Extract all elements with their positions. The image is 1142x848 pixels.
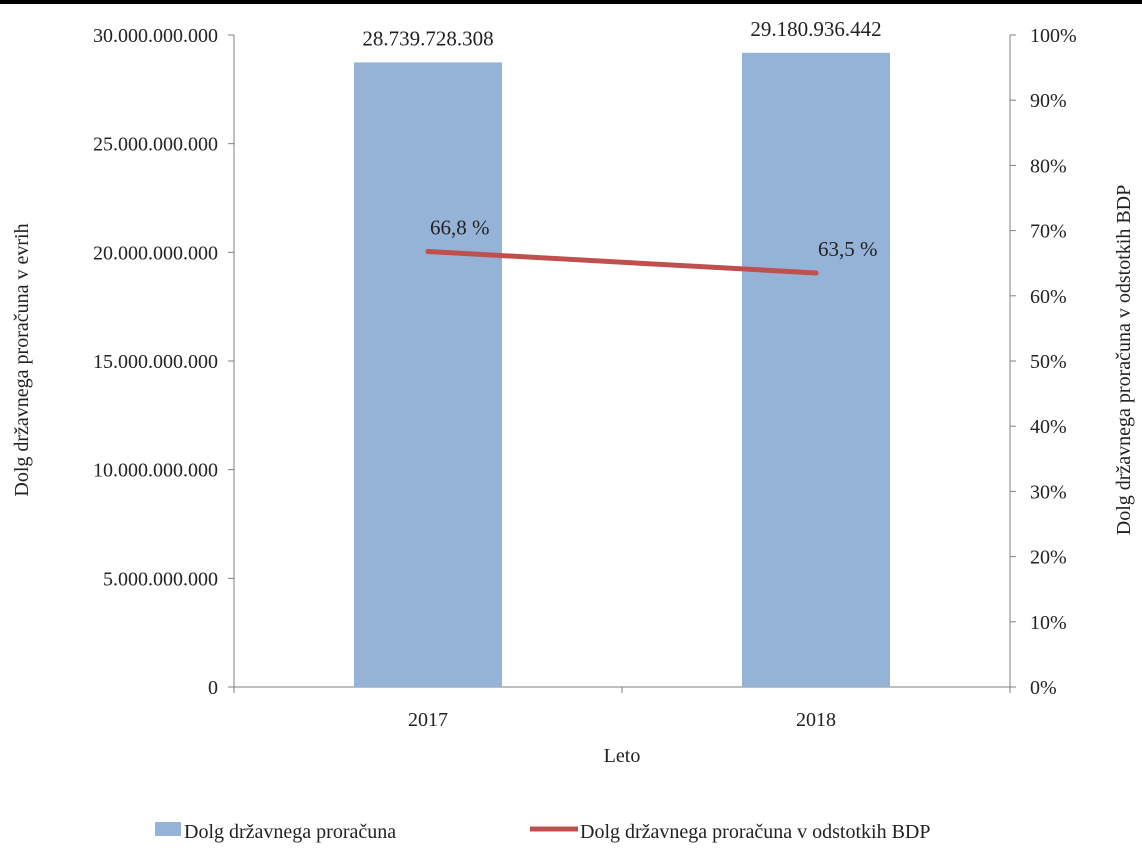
y2-tick-label: 80% (1030, 155, 1067, 177)
x-tick-label: 2018 (796, 709, 836, 731)
y2-tick-label: 90% (1030, 90, 1067, 112)
line-value-label: 66,8 % (430, 215, 490, 239)
y-tick-label: 30.000.000.000 (93, 25, 218, 47)
y2-tick-label: 70% (1030, 221, 1067, 243)
bar-value-label: 28.739.728.308 (362, 26, 493, 50)
y2-axis-title: Dolg državnega proračuna v odstotkih BDP (1113, 185, 1135, 535)
top-border (0, 0, 1142, 4)
legend-label-line: Dolg državnega proračuna v odstotkih BDP (580, 821, 930, 843)
line-point (813, 270, 819, 276)
bar (354, 62, 502, 688)
x-tick-label: 2017 (408, 709, 448, 731)
y-tick-label: 10.000.000.000 (93, 460, 218, 482)
line-series (425, 248, 819, 276)
bar-value-label: 29.180.936.442 (750, 17, 881, 41)
y2-tick-label: 100% (1030, 25, 1077, 47)
legend-label-bar: Dolg državnega proračuna (184, 821, 396, 843)
y2-tick-label: 0% (1030, 677, 1057, 699)
line-value-label: 63,5 % (818, 237, 878, 261)
line-point (425, 248, 431, 254)
bar (742, 52, 890, 688)
legend: Dolg državnega proračuna Dolg državnega … (155, 821, 930, 843)
y-tick-label: 5.000.000.000 (103, 568, 218, 590)
y2-tick-label: 10% (1030, 612, 1067, 634)
y-tick-label: 0 (208, 677, 218, 699)
y2-tick-label: 20% (1030, 547, 1067, 569)
y-tick-label: 20.000.000.000 (93, 242, 218, 264)
line-layer (425, 248, 819, 276)
labels-layer: 28.739.728.308 29.180.936.442 66,8 % 63,5 % (362, 17, 881, 261)
y2-tick-label: 40% (1030, 416, 1067, 438)
y-tick-label: 15.000.000.000 (93, 351, 218, 373)
x-axis-title: Leto (604, 745, 641, 767)
bars-layer (354, 52, 890, 688)
y-axis-title: Dolg državnega proračuna v evrih (11, 223, 33, 496)
y2-tick-label: 30% (1030, 481, 1067, 503)
legend-swatch-bar (155, 822, 181, 836)
y2-tick-label: 50% (1030, 351, 1067, 373)
y-tick-label: 25.000.000.000 (93, 134, 218, 156)
y2-tick-label: 60% (1030, 286, 1067, 308)
axes-layer: 0 5.000.000.000 10.000.000.000 15.000.000.0… (93, 25, 1077, 731)
